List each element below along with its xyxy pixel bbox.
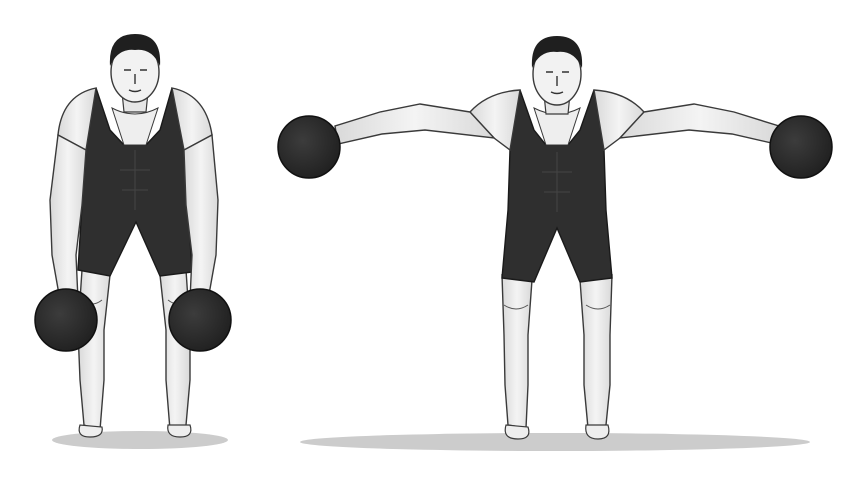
abs-lines [120, 150, 150, 210]
right-leg [579, 274, 613, 429]
right-arm [183, 133, 219, 301]
left-arm [334, 103, 496, 145]
floor-shadow [52, 431, 228, 449]
dumbbell-right [769, 115, 833, 179]
left-foot [78, 424, 103, 438]
figure-raise-position [277, 36, 833, 451]
face-features [124, 69, 147, 93]
left-foot [504, 424, 530, 440]
abs-lines [542, 152, 572, 212]
left-arm [49, 133, 87, 301]
right-arm [618, 103, 780, 145]
figure-start-position [34, 34, 232, 449]
chest [111, 106, 159, 146]
hair [531, 36, 583, 68]
floor-shadow [300, 433, 810, 451]
hair [109, 34, 161, 66]
left-knee [503, 304, 529, 310]
dumbbell-right [168, 288, 232, 352]
dumbbell-left [277, 115, 341, 179]
right-foot [585, 424, 610, 440]
face-features [546, 71, 569, 95]
left-leg [501, 274, 533, 429]
dumbbell-left [34, 288, 98, 352]
right-foot [167, 424, 192, 438]
right-knee [585, 304, 611, 310]
